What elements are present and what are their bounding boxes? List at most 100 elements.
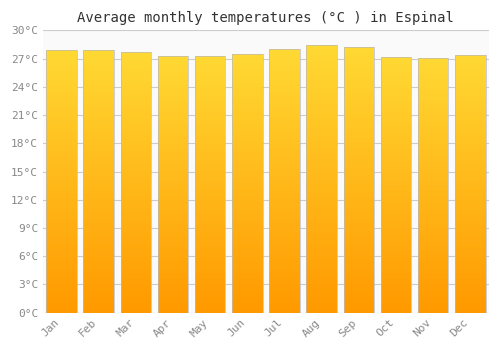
Bar (46, 285, 77, 286)
Bar (232, 145, 262, 147)
Bar (306, 279, 337, 281)
Bar (120, 295, 151, 297)
Bar (195, 59, 226, 61)
Bar (195, 119, 226, 121)
Bar (158, 284, 188, 285)
Bar (270, 118, 300, 119)
Bar (120, 203, 151, 205)
Bar (158, 215, 188, 217)
Bar (232, 139, 262, 140)
Bar (232, 195, 262, 197)
Bar (306, 152, 337, 154)
Bar (120, 287, 151, 288)
Bar (270, 62, 300, 63)
Bar (381, 113, 411, 115)
Bar (232, 54, 262, 56)
Bar (344, 275, 374, 277)
Bar (158, 100, 188, 102)
Bar (418, 253, 448, 255)
Bar (270, 107, 300, 109)
Bar (381, 212, 411, 214)
Bar (455, 184, 486, 186)
Bar (270, 144, 300, 146)
Bar (455, 172, 486, 174)
Bar (455, 203, 486, 204)
Bar (455, 88, 486, 89)
Bar (306, 181, 337, 183)
Bar (84, 195, 114, 197)
Bar (418, 155, 448, 156)
Bar (120, 158, 151, 160)
Bar (195, 196, 226, 198)
Bar (232, 56, 262, 57)
Bar (306, 296, 337, 299)
Bar (195, 263, 226, 265)
Bar (344, 47, 374, 313)
Bar (46, 54, 77, 55)
Bar (158, 183, 188, 184)
Bar (195, 301, 226, 302)
Bar (306, 216, 337, 218)
Bar (195, 249, 226, 251)
Bar (306, 309, 337, 311)
Bar (232, 294, 262, 295)
Bar (46, 89, 77, 90)
Bar (381, 79, 411, 81)
Bar (381, 128, 411, 130)
Bar (158, 121, 188, 122)
Bar (306, 70, 337, 72)
Bar (120, 153, 151, 155)
Bar (46, 243, 77, 244)
Bar (270, 119, 300, 121)
Bar (306, 97, 337, 99)
Bar (306, 60, 337, 62)
Bar (418, 268, 448, 270)
Bar (46, 222, 77, 223)
Bar (418, 197, 448, 199)
Bar (455, 155, 486, 156)
Bar (344, 306, 374, 307)
Bar (195, 71, 226, 73)
Bar (84, 68, 114, 69)
Bar (232, 87, 262, 89)
Bar (120, 228, 151, 229)
Bar (195, 284, 226, 285)
Bar (455, 256, 486, 258)
Bar (195, 176, 226, 177)
Bar (344, 242, 374, 244)
Bar (344, 120, 374, 122)
Bar (232, 206, 262, 208)
Bar (344, 166, 374, 168)
Bar (381, 57, 411, 313)
Bar (46, 127, 77, 129)
Bar (158, 196, 188, 198)
Bar (344, 162, 374, 164)
Bar (46, 131, 77, 132)
Bar (232, 270, 262, 271)
Bar (232, 89, 262, 90)
Bar (232, 76, 262, 78)
Bar (381, 284, 411, 285)
Bar (158, 141, 188, 143)
Bar (84, 215, 114, 216)
Bar (455, 197, 486, 199)
Bar (270, 74, 300, 76)
Bar (381, 268, 411, 270)
Bar (455, 259, 486, 261)
Bar (344, 90, 374, 92)
Bar (120, 196, 151, 198)
Bar (344, 148, 374, 150)
Bar (381, 180, 411, 181)
Bar (418, 158, 448, 160)
Bar (158, 122, 188, 124)
Bar (418, 205, 448, 207)
Bar (381, 292, 411, 294)
Bar (270, 155, 300, 156)
Bar (158, 203, 188, 205)
Bar (270, 202, 300, 204)
Bar (195, 294, 226, 295)
Bar (195, 160, 226, 162)
Bar (46, 260, 77, 262)
Bar (306, 243, 337, 245)
Bar (120, 132, 151, 134)
